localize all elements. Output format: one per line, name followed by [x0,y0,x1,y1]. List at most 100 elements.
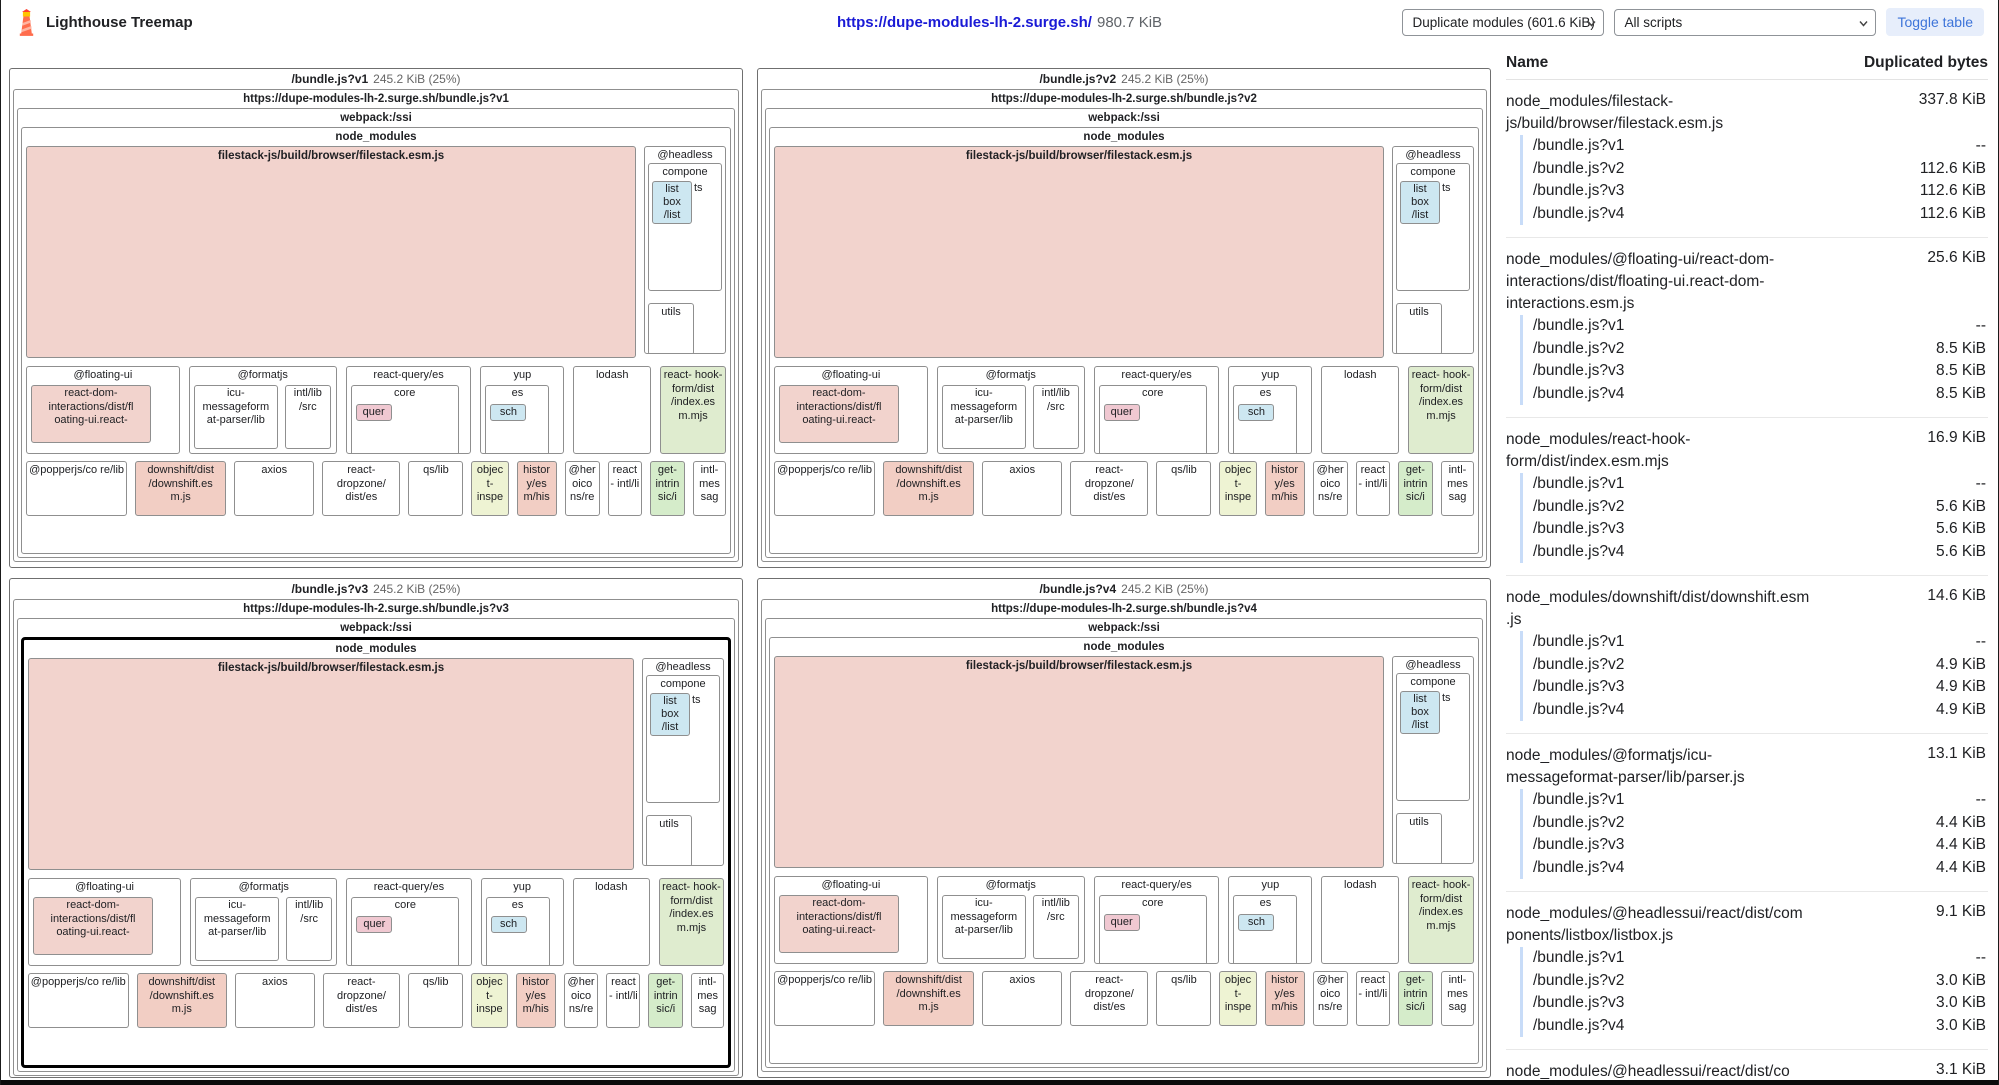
treemap-node-objec-t-inspe[interactable]: objec t- inspe [471,461,509,516]
treemap-node-axios[interactable]: axios [982,971,1063,1026]
treemap-node-yup[interactable]: yup es sch [480,878,564,966]
treemap-node-filestack[interactable]: filestack-js/build/browser/filestack.esm… [774,146,1384,358]
treemap-node-react-intl-li[interactable]: react - intl/li [606,973,641,1028]
treemap-node-headlessui[interactable]: @headless compone list box /list ts utils [1392,656,1474,864]
treemap-node-yup[interactable]: yup es sch [1228,366,1313,454]
treemap-node-webpack-ssi[interactable]: webpack:/ssi node_modules filestack-js/bui… [17,618,735,1072]
treemap-node-react-dom-interactions-dist-[interactable]: react-dom- interactions/dist/fl oating-u… [33,897,153,955]
treemap-node-utils[interactable]: utils [1396,813,1442,863]
treemap-node-qs-lib[interactable]: qs/lib [1156,971,1212,1026]
treemap-node-core[interactable]: core quer [350,385,459,453]
treemap-node-lodash[interactable]: lodash [1321,876,1400,964]
treemap-node-es[interactable]: es sch [1233,385,1298,453]
treemap-node-core[interactable]: core quer [1098,385,1207,453]
treemap-node-intl-lib-src[interactable]: intl/lib /src [1032,895,1079,959]
treemap-node-listbox[interactable]: list box /list [1400,691,1440,734]
treemap-node-es[interactable]: es sch [1233,895,1298,963]
treemap-node-lodash[interactable]: lodash [1321,366,1400,454]
treemap-node-listbox[interactable]: list box /list [1400,181,1440,224]
treemap-node-icu-messageform-at-parser-li[interactable]: icu- messageform at-parser/lib [941,385,1026,449]
treemap-node-script-url[interactable]: https://dupe-modules-lh-2.surge.sh/bundl… [13,89,739,562]
treemap-node-icu-messageform-at-parser-li[interactable]: icu- messageform at-parser/lib [941,895,1026,959]
treemap-node-headlessui[interactable]: @headless compone list box /list ts utils [642,658,724,866]
treemap-node-components[interactable]: compone list box /list ts [1396,163,1470,291]
treemap-panel-v1[interactable]: /bundle.js?v1 245.2 KiB (25%) https://dupe… [9,68,743,568]
treemap-node-yup[interactable]: yup es sch [1228,876,1313,964]
treemap-node-popperjs-co-re-lib[interactable]: @popperjs/co re/lib [774,971,876,1026]
treemap-node-quer[interactable]: quer [1103,914,1140,931]
treemap-node-axios[interactable]: axios [235,973,315,1028]
treemap-node-downshift-dist-downshift-es-[interactable]: downshift/dist /downshift.es m.js [883,971,975,1026]
treemap-node-listbox[interactable]: list box /list [650,693,690,736]
treemap-node-intl-lib-src[interactable]: intl/lib /src [284,385,331,449]
treemap-node-histor-y-es-m-his[interactable]: histor y/es m/his [515,973,556,1028]
treemap-node-node-modules[interactable]: node_modules filestack-js/build/browser/f… [769,127,1479,554]
treemap-node-filestack[interactable]: filestack-js/build/browser/filestack.esm… [26,146,636,358]
treemap-node-headlessui[interactable]: @headless compone list box /list ts utils [1392,146,1474,354]
treemap-node-core[interactable]: core quer [1098,895,1207,963]
treemap-node-popperjs-co-re-lib[interactable]: @popperjs/co re/lib [26,461,128,516]
treemap-node-objec-t-inspe[interactable]: objec t- inspe [1219,461,1257,516]
treemap-node-axios[interactable]: axios [982,461,1063,516]
treemap-node-react-hook-form-dist-index-e[interactable]: react- hook- form/dist /index.es m.mjs [1408,366,1474,454]
treemap-node-sch[interactable]: sch [490,404,527,421]
treemap-panel-v2[interactable]: /bundle.js?v2 245.2 KiB (25%) https://dupe… [757,68,1491,568]
treemap-node-react-query-es[interactable]: react-query/es core quer [345,366,472,454]
treemap-node-objec-t-inspe[interactable]: objec t- inspe [1219,971,1257,1026]
treemap-node-filestack[interactable]: filestack-js/build/browser/filestack.esm… [774,656,1384,868]
treemap-node-histor-y-es-m-his[interactable]: histor y/es m/his [516,461,557,516]
treemap-node-popperjs-co-re-lib[interactable]: @popperjs/co re/lib [28,973,129,1028]
treemap-node-react-hook-form-dist-index-e[interactable]: react- hook- form/dist /index.es m.mjs [1408,876,1474,964]
treemap-node-her-oico-ns-re[interactable]: @her oico ns/re [1312,971,1348,1026]
treemap-node-node-modules[interactable]: node_modules filestack-js/build/browser/f… [769,637,1479,1064]
treemap-panel-v3[interactable]: /bundle.js?v3 245.2 KiB (25%) https://dupe… [9,578,743,1078]
treemap-node-qs-lib[interactable]: qs/lib [408,461,464,516]
treemap-node-react-intl-li[interactable]: react - intl/li [1355,461,1390,516]
treemap-node-floating-ui[interactable]: @floating-ui react-dom- interactions/dist… [774,876,928,964]
treemap-node-intl-mes-sag[interactable]: intl- mes sag [1440,461,1475,516]
treemap-node-intl-lib-src[interactable]: intl/lib /src [1032,385,1079,449]
treemap-node-downshift-dist-downshift-es-[interactable]: downshift/dist /downshift.es m.js [883,461,975,516]
treemap-node-components[interactable]: compone list box /list ts [1396,673,1470,801]
treemap-node-icu-messageform-at-parser-li[interactable]: icu- messageform at-parser/lib [195,897,280,961]
treemap-node-react-query-es[interactable]: react-query/es core quer [1093,876,1220,964]
treemap-node-components[interactable]: compone list box /list ts [648,163,722,291]
treemap-node-react-hook-form-dist-index-e[interactable]: react- hook- form/dist /index.es m.mjs [660,366,726,454]
treemap-node-lodash[interactable]: lodash [573,366,652,454]
toggle-table-button[interactable]: Toggle table [1886,8,1984,36]
treemap-node-get-intrin-sic-i[interactable]: get- intrin sic/i [1397,461,1433,516]
treemap-node-quer[interactable]: quer [356,916,393,933]
treemap-node-icu-messageform-at-parser-li[interactable]: icu- messageform at-parser/lib [193,385,278,449]
treemap-node-floating-ui[interactable]: @floating-ui react-dom- interactions/dist… [26,366,180,454]
treemap-node-yup[interactable]: yup es sch [480,366,565,454]
treemap-node-react-dropzone-dist-es[interactable]: react- dropzone/ dist/es [1070,461,1149,516]
treemap-node-formatjs[interactable]: @formatjs icu- messageform at-parser/lib i… [936,876,1085,964]
treemap-node-floating-ui[interactable]: @floating-ui react-dom- interactions/dist… [28,878,182,966]
treemap-node-intl-lib-src[interactable]: intl/lib /src [286,897,333,961]
treemap-node-get-intrin-sic-i[interactable]: get- intrin sic/i [1397,971,1433,1026]
treemap-node-react-intl-li[interactable]: react - intl/li [1355,971,1390,1026]
treemap-node-formatjs[interactable]: @formatjs icu- messageform at-parser/lib i… [936,366,1085,454]
treemap-node-react-intl-li[interactable]: react - intl/li [607,461,642,516]
treemap-node-react-dropzone-dist-es[interactable]: react- dropzone/ dist/es [1070,971,1149,1026]
treemap-node-histor-y-es-m-his[interactable]: histor y/es m/his [1264,461,1305,516]
treemap-node-utils[interactable]: utils [646,815,692,865]
treemap-panel-v4[interactable]: /bundle.js?v4 245.2 KiB (25%) https://dupe… [757,578,1491,1078]
treemap-node-script-url[interactable]: https://dupe-modules-lh-2.surge.sh/bundl… [761,599,1487,1072]
treemap-node-core[interactable]: core quer [351,897,460,965]
script-select[interactable]: All scripts [1614,8,1877,36]
treemap-node-her-oico-ns-re[interactable]: @her oico ns/re [563,973,599,1028]
treemap-node-sch[interactable]: sch [1238,914,1275,931]
origin-link[interactable]: https://dupe-modules-lh-2.surge.sh/ [836,13,1092,31]
treemap-node-her-oico-ns-re[interactable]: @her oico ns/re [564,461,600,516]
treemap-node-listbox[interactable]: list box /list [652,181,692,224]
treemap-node-webpack-ssi[interactable]: webpack:/ssi node_modules filestack-js/bui… [765,108,1483,558]
treemap-node-filestack[interactable]: filestack-js/build/browser/filestack.esm… [28,658,634,870]
treemap-node-headlessui[interactable]: @headless compone list box /list ts utils [644,146,726,354]
treemap-node-get-intrin-sic-i[interactable]: get- intrin sic/i [649,461,685,516]
treemap-node-sch[interactable]: sch [490,916,527,933]
treemap-node-intl-mes-sag[interactable]: intl- mes sag [691,973,724,1028]
treemap-node-components[interactable]: compone list box /list ts [646,675,720,803]
treemap-node-formatjs[interactable]: @formatjs icu- messageform at-parser/lib i… [190,878,338,966]
treemap-node-intl-mes-sag[interactable]: intl- mes sag [1440,971,1475,1026]
